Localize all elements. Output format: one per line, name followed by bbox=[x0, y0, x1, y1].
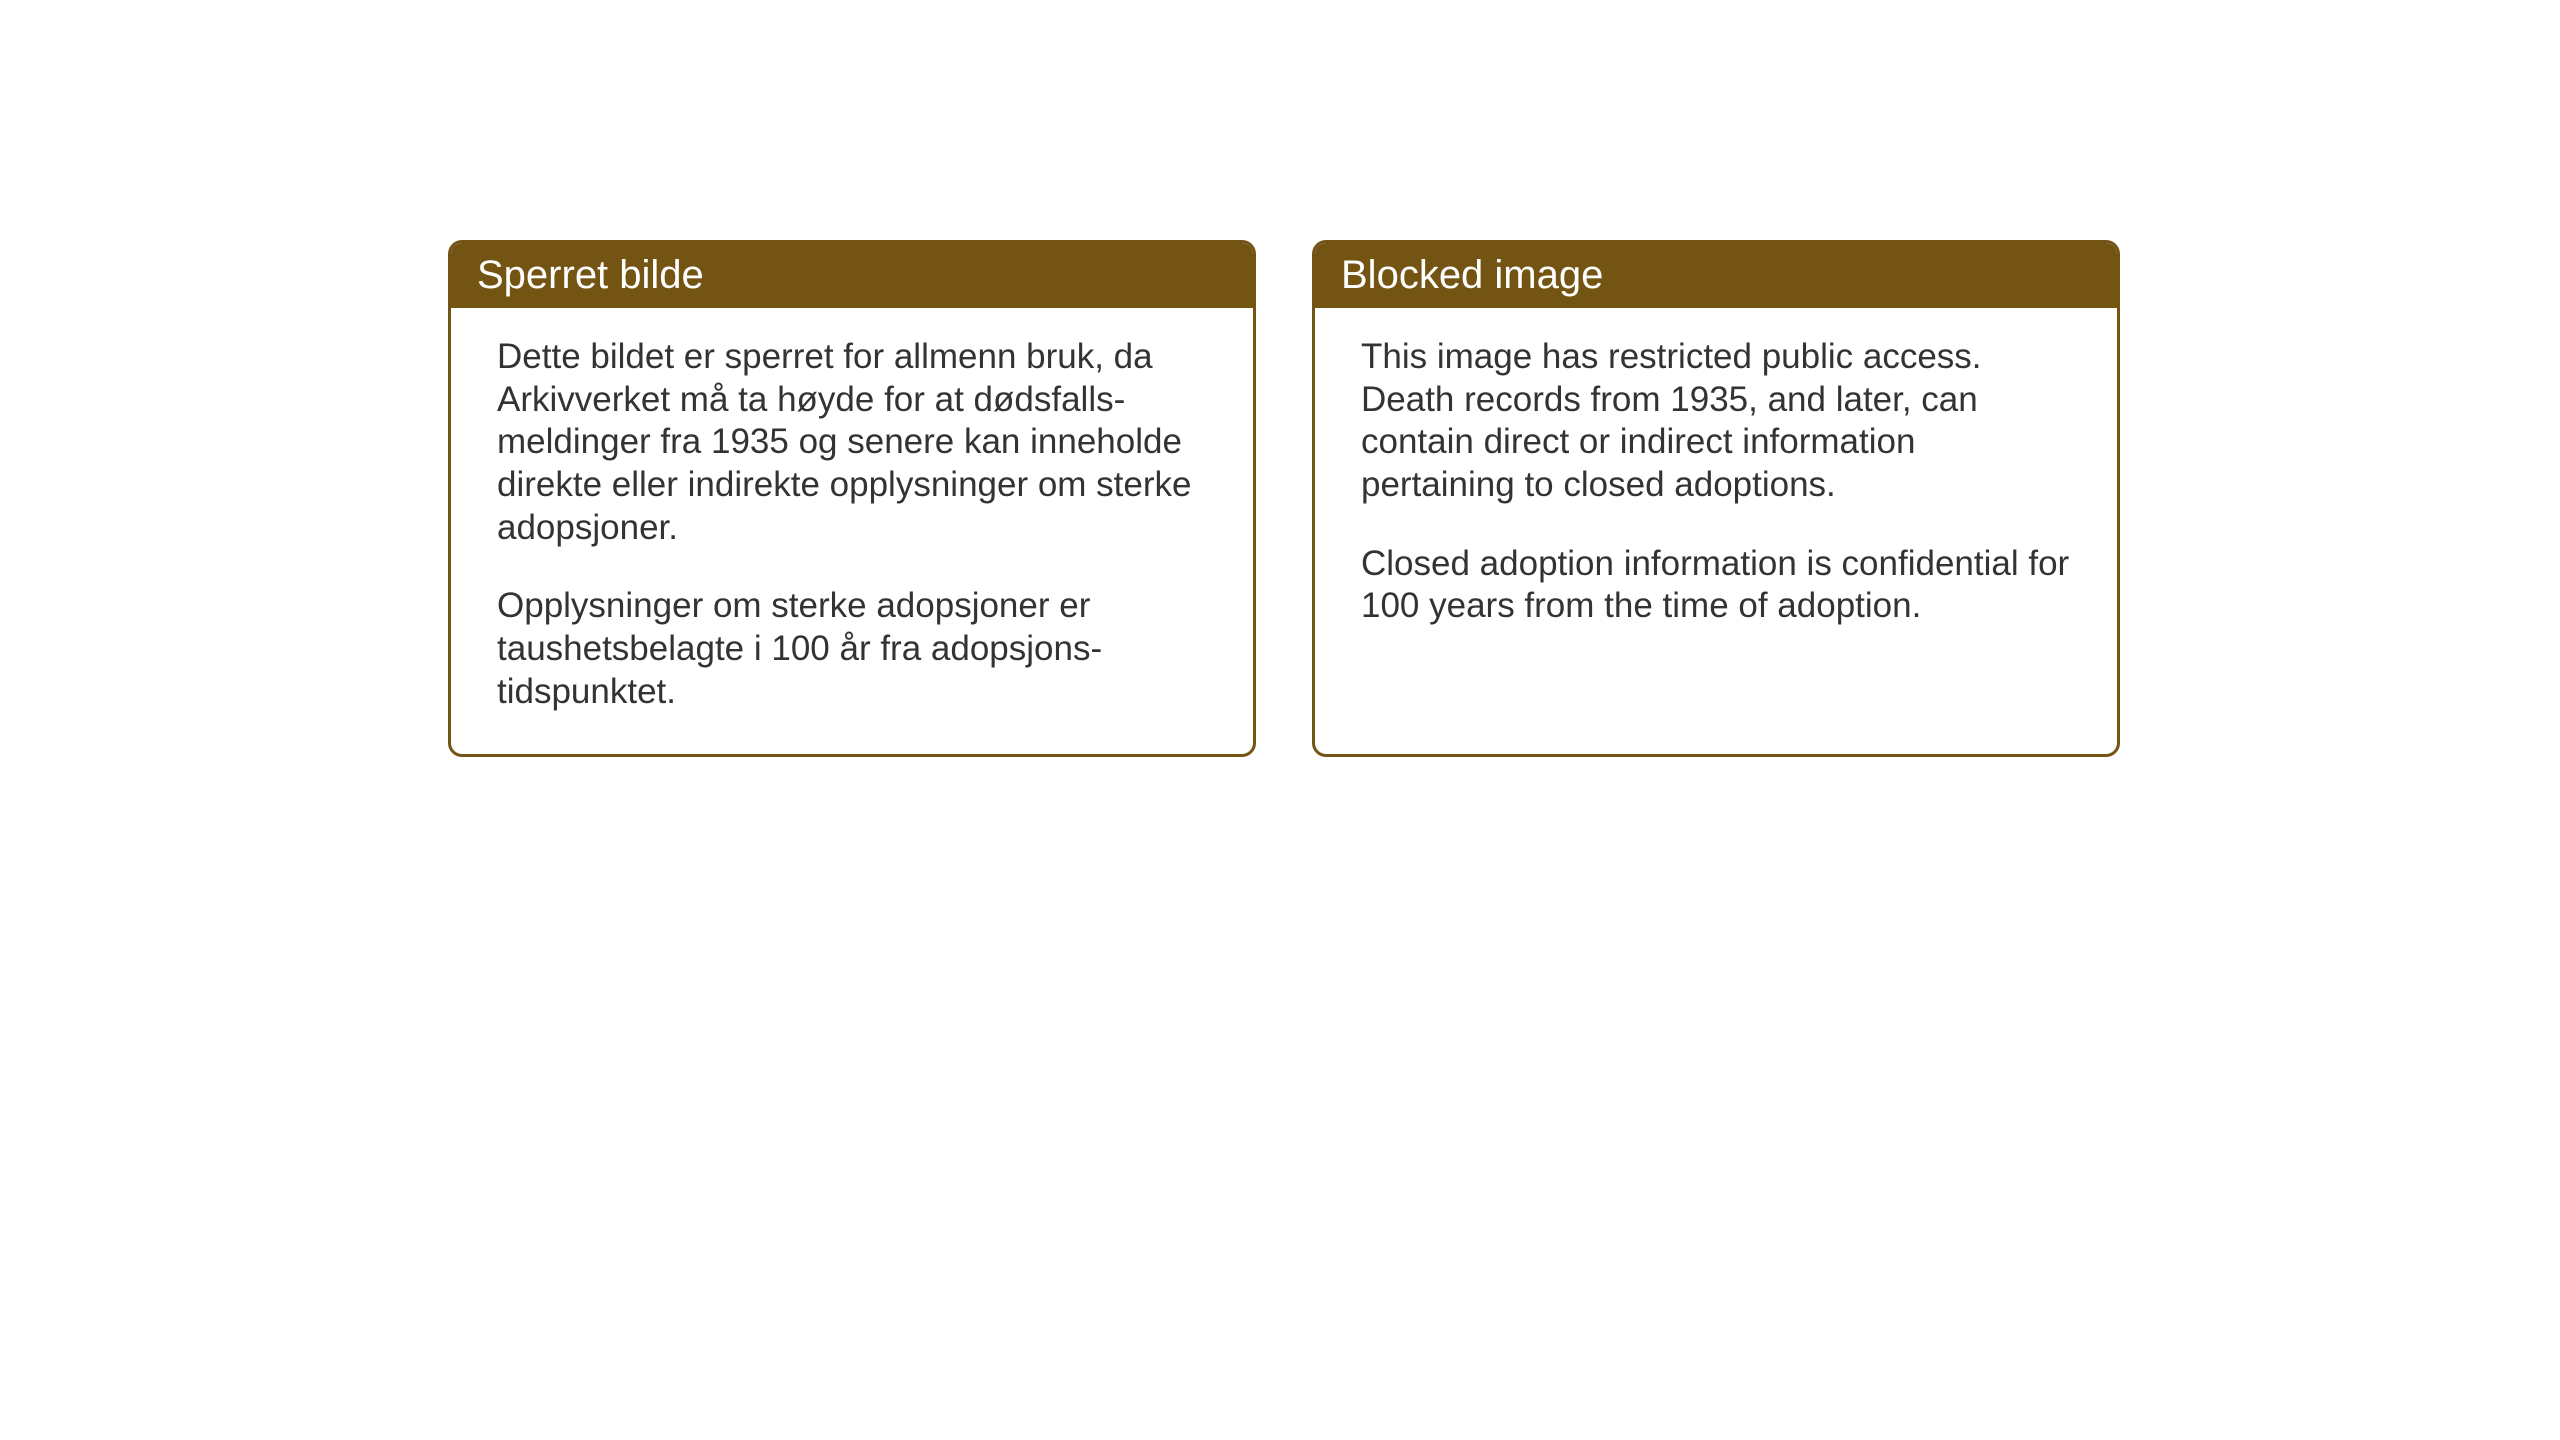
notice-body-english: This image has restricted public access.… bbox=[1315, 308, 2117, 668]
notice-header-english: Blocked image bbox=[1315, 243, 2117, 308]
notice-body-norwegian: Dette bildet er sperret for allmenn bruk… bbox=[451, 308, 1253, 754]
notice-container: Sperret bilde Dette bildet er sperret fo… bbox=[448, 240, 2120, 757]
notice-paragraph: Dette bildet er sperret for allmenn bruk… bbox=[497, 336, 1207, 549]
notice-box-english: Blocked image This image has restricted … bbox=[1312, 240, 2120, 757]
notice-box-norwegian: Sperret bilde Dette bildet er sperret fo… bbox=[448, 240, 1256, 757]
notice-paragraph: Closed adoption information is confident… bbox=[1361, 543, 2071, 628]
notice-header-norwegian: Sperret bilde bbox=[451, 243, 1253, 308]
notice-paragraph: Opplysninger om sterke adopsjoner er tau… bbox=[497, 585, 1207, 713]
notice-title-english: Blocked image bbox=[1341, 253, 1603, 297]
notice-title-norwegian: Sperret bilde bbox=[477, 253, 704, 297]
notice-paragraph: This image has restricted public access.… bbox=[1361, 336, 2071, 507]
